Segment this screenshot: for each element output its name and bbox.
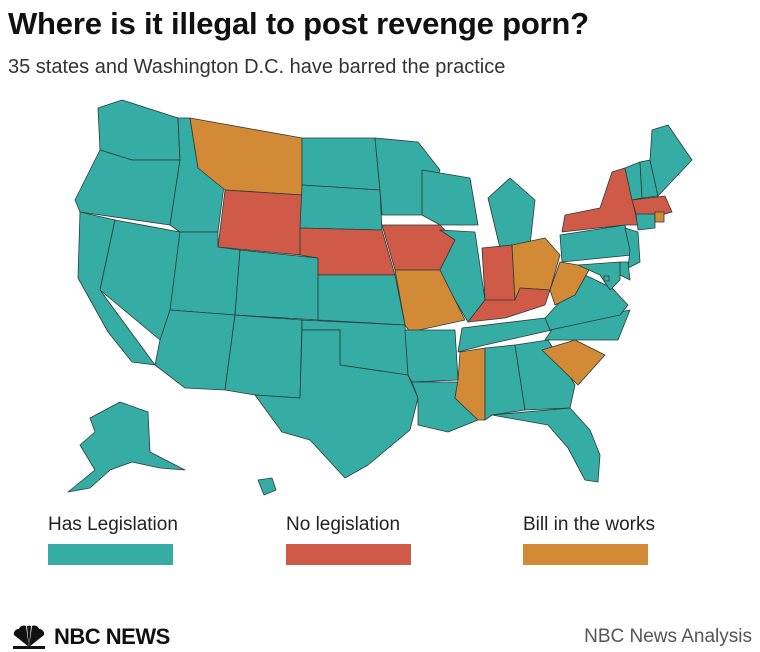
state-RI [654, 211, 665, 223]
state-AL [484, 344, 526, 421]
legend-swatch [523, 544, 648, 565]
state-SC [541, 339, 606, 386]
state-KS [317, 274, 406, 326]
state-TX [254, 329, 419, 479]
state-HI [257, 477, 277, 496]
legend-label: Has Legislation [48, 514, 178, 535]
map-subtitle: 35 states and Washington D.C. have barre… [8, 56, 506, 78]
state-NJ [624, 227, 641, 269]
us-map [0, 90, 760, 510]
state-SD [299, 184, 383, 231]
legend-item-no-legislation: No legislation [286, 514, 486, 565]
map-title: Where is it illegal to post revenge porn… [8, 6, 589, 41]
state-ME [649, 124, 693, 197]
legend-label: No legislation [286, 514, 401, 535]
state-IL [439, 229, 486, 323]
peacock-icon [13, 625, 45, 649]
state-NM [224, 314, 303, 399]
state-WI [421, 169, 479, 226]
state-MA [631, 195, 673, 217]
state-IN [481, 244, 516, 306]
state-MI [487, 177, 536, 249]
state-FL [491, 407, 601, 483]
legend-swatch [48, 544, 173, 565]
state-WA [97, 99, 181, 161]
state-CT [635, 213, 656, 231]
state-CO [234, 249, 319, 321]
state-GA [514, 339, 576, 411]
legend-swatch [286, 544, 411, 565]
nbc-news-logo: NBC NEWS [10, 622, 170, 652]
source-credit: NBC News Analysis [584, 626, 752, 647]
state-NY [561, 167, 639, 233]
state-MD [577, 261, 621, 291]
state-AR [404, 329, 459, 383]
legend: Has Legislation No legislation Bill in t… [0, 514, 760, 574]
state-WY [217, 189, 303, 256]
state-AK [67, 401, 186, 493]
legend-label: Bill in the works [523, 514, 655, 535]
legend-item-bill-in-the-works: Bill in the works [523, 514, 723, 565]
state-DE [619, 261, 631, 281]
legend-item-has-legislation: Has Legislation [48, 514, 248, 565]
state-ND [301, 137, 381, 191]
state-DC [603, 275, 610, 282]
state-OR [74, 149, 181, 226]
logo-wordmark: NBC NEWS [54, 624, 170, 649]
state-AZ [154, 309, 236, 391]
state-KY [467, 287, 551, 323]
state-TN [457, 317, 553, 353]
